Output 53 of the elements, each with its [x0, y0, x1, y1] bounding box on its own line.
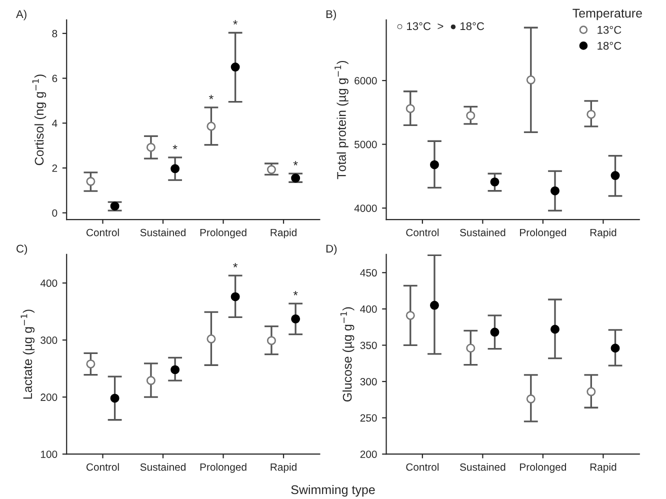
- data-label: *: [172, 144, 178, 150]
- data-label: *: [233, 263, 238, 268]
- y-tick-label: 4000: [354, 204, 377, 212]
- data-label: *: [293, 161, 298, 166]
- chart-title: D): [326, 244, 337, 255]
- legend-title: Temperature: [572, 8, 642, 20]
- x-tick-label: Rapid: [270, 228, 296, 238]
- x-tick-label: Prolonged: [200, 463, 246, 473]
- y-tick-label: 250: [360, 414, 377, 422]
- x-tick-label: Prolonged: [520, 463, 566, 473]
- y-tick-label: 5000: [354, 140, 377, 148]
- y-tick-label: 2: [52, 164, 58, 172]
- x-tick-label: Rapid: [590, 228, 616, 238]
- x-tick-label: Sustained: [460, 463, 506, 471]
- x-tick-label: Control: [86, 463, 119, 471]
- y-tick-label: 200: [360, 450, 377, 458]
- x-tick-label: Rapid: [270, 463, 296, 473]
- y-tick-label: 450: [360, 269, 377, 277]
- y-axis-title: Lactate (µg g$^{−1}$): [20, 310, 35, 399]
- y-tick-label: 200: [40, 394, 58, 401]
- data-label: *: [233, 20, 238, 25]
- x-tick-label: Sustained: [140, 228, 186, 236]
- y-tick-label: 300: [360, 378, 377, 386]
- y-tick-label: 6000: [354, 77, 377, 84]
- chart-title: C): [16, 244, 28, 255]
- legend-label: 13°C: [598, 26, 622, 34]
- x-tick-label: Sustained: [460, 228, 506, 236]
- x-tick-label: Control: [406, 463, 439, 471]
- y-tick-label: 400: [360, 305, 377, 313]
- y-axis-title: Cortisol (ng g$^{−1}$): [32, 74, 46, 166]
- chart-title: B): [326, 10, 336, 20]
- x-axis-title: Swimming type: [291, 484, 375, 497]
- y-tick-label: 4: [52, 120, 58, 127]
- chart-title: A): [16, 10, 26, 20]
- y-tick-label: 0: [52, 209, 58, 217]
- x-tick-label: Prolonged: [200, 228, 246, 238]
- x-tick-label: Prolonged: [520, 228, 566, 238]
- legend-label: 18°C: [598, 42, 622, 50]
- x-tick-label: Control: [406, 228, 439, 236]
- y-tick-label: 350: [360, 342, 377, 350]
- y-tick-label: 400: [40, 280, 58, 287]
- y-tick-label: 6: [52, 74, 58, 82]
- data-label: *: [208, 94, 214, 100]
- x-tick-label: Control: [86, 228, 119, 236]
- y-tick-label: 8: [52, 30, 58, 38]
- annotation: ○ 13°C > ● 18°C: [397, 22, 484, 30]
- y-tick-label: 300: [40, 336, 58, 344]
- x-tick-label: Sustained: [140, 463, 186, 471]
- y-axis-title: Glucose (µg g$^{−1}$): [340, 307, 354, 402]
- y-tick-label: 100: [40, 450, 58, 458]
- y-axis-title: Total protein (µg g$^{−1}$): [334, 60, 348, 180]
- data-label: *: [293, 290, 298, 296]
- x-tick-label: Rapid: [590, 463, 616, 473]
